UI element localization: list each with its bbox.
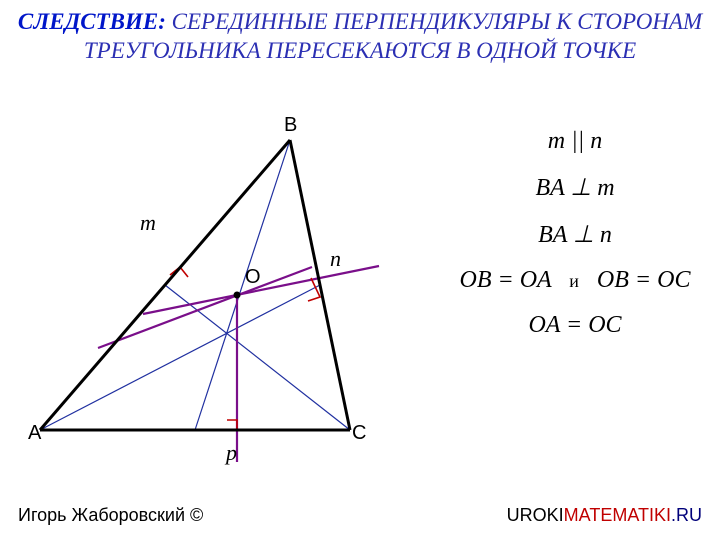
- title-lead: СЛЕДСТВИЕ:: [18, 9, 166, 34]
- label-o: O: [245, 266, 261, 289]
- median-c: [165, 285, 350, 430]
- footer-site: UROKIMATEMATIKI.RU: [507, 505, 702, 526]
- formula-2: BA ⊥ m: [440, 173, 710, 202]
- geometry-diagram: A B C O m n p: [20, 120, 420, 485]
- corollary-title: СЛЕДСТВИЕ: СЕРЕДИННЫЕ ПЕРПЕНДИКУЛЯРЫ К С…: [0, 0, 720, 66]
- label-n: n: [330, 246, 341, 272]
- formula-5: OA = OC: [440, 312, 710, 339]
- perp-n: [143, 266, 379, 314]
- title-rest: СЕРЕДИННЫЕ ПЕРПЕНДИКУЛЯРЫ К СТОРОНАМ ТРЕ…: [84, 9, 702, 63]
- label-b: B: [284, 114, 297, 137]
- formula-list: m || n BA ⊥ m BA ⊥ n OB = OA и OB = OC O…: [440, 128, 710, 357]
- label-p: p: [226, 440, 237, 466]
- label-m: m: [140, 210, 156, 236]
- perp-m: [98, 267, 312, 348]
- side-bc: [290, 140, 350, 430]
- median-b: [195, 140, 290, 430]
- label-a: A: [28, 422, 41, 445]
- formula-4: OB = OA и OB = OC: [440, 267, 710, 294]
- footer-author: Игорь Жаборовский ©: [18, 505, 203, 526]
- label-c: C: [352, 422, 366, 445]
- formula-1: m || n: [440, 128, 710, 155]
- formula-3: BA ⊥ n: [440, 220, 710, 249]
- point-o: [234, 292, 241, 299]
